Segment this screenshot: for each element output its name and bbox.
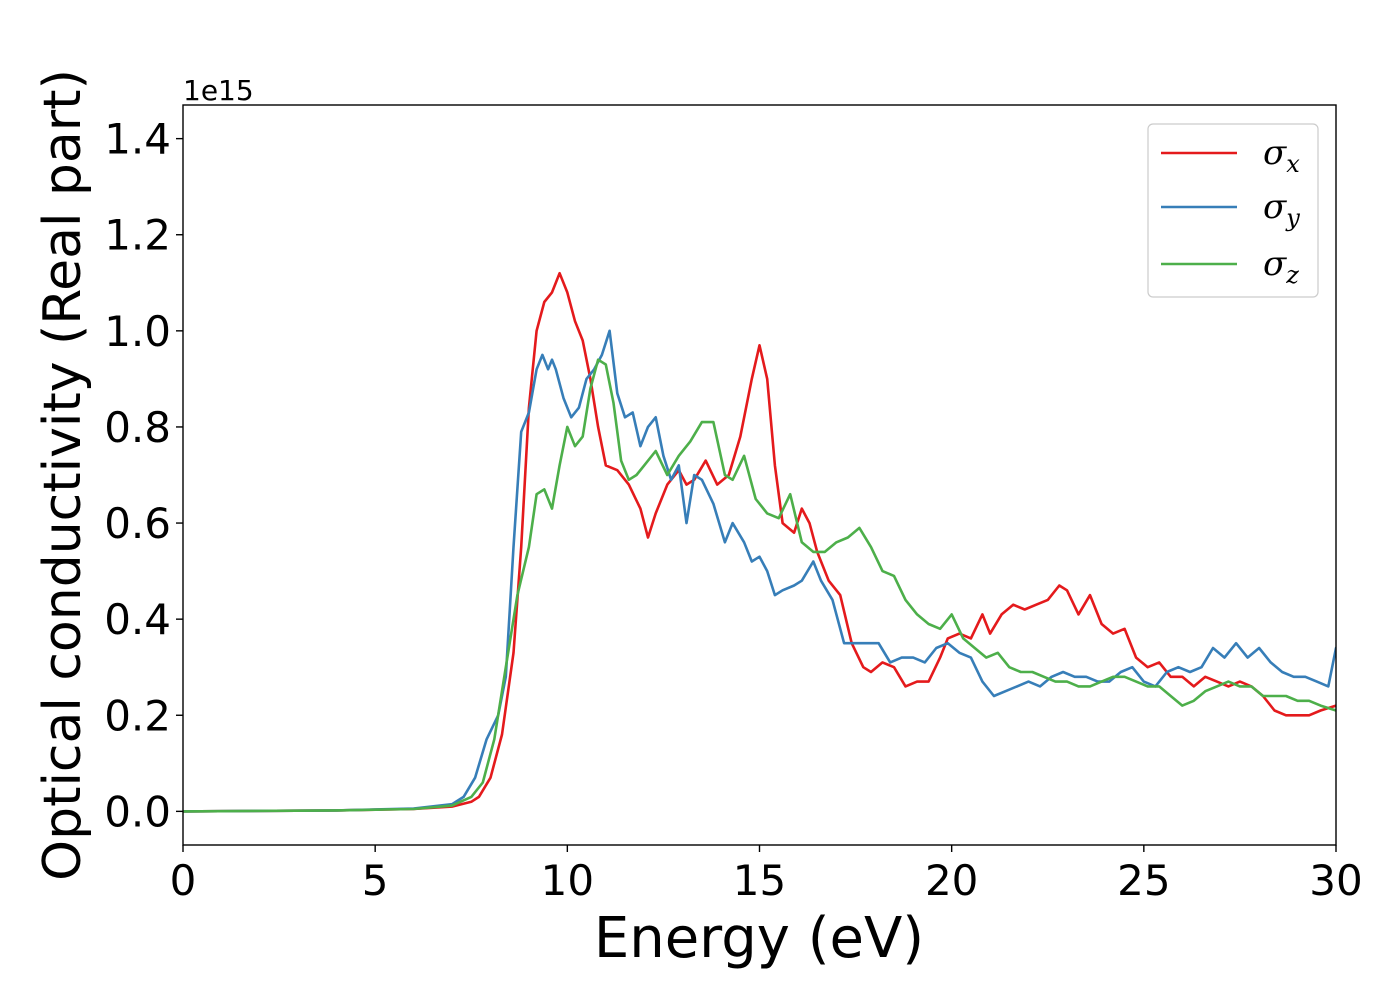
plot-background [183, 105, 1336, 845]
y-tick-label: 0.8 [104, 403, 171, 452]
series-line-z [183, 358, 1336, 813]
legend-box [1147, 123, 1319, 298]
legend-label-z: σz [1263, 244, 1299, 289]
y-tick-label: 1.2 [104, 211, 171, 260]
x-axis-title: Energy (eV) [594, 906, 924, 971]
x-axis-ticks: 0 5 10 15 20 25 30 [170, 845, 1363, 905]
y-tick-label: 0.6 [104, 499, 171, 548]
series-line-y [183, 329, 1336, 813]
series-layer [183, 271, 1336, 813]
x-tick-label: 5 [362, 856, 389, 905]
x-tick-label: 25 [1117, 856, 1170, 905]
legend-label-y: σy [1263, 187, 1300, 232]
legend: σx σy σz [1147, 123, 1319, 298]
legend-label-x: σx [1263, 133, 1300, 178]
y-axis-ticks: 0.0 0.2 0.4 0.6 0.8 1.0 1.2 1.4 [104, 115, 183, 836]
x-tick-label: 10 [541, 856, 594, 905]
x-tick-label: 20 [925, 856, 978, 905]
y-tick-label: 0.2 [104, 691, 171, 740]
y-tick-label: 0.0 [104, 787, 171, 836]
y-offset-label: 1e15 [183, 74, 254, 107]
x-tick-label: 15 [733, 856, 786, 905]
x-tick-label: 0 [170, 856, 197, 905]
series-line-x [183, 271, 1336, 813]
y-tick-label: 1.4 [104, 115, 171, 164]
y-axis-title: Optical conductivity (Real part) [33, 69, 93, 881]
legend-items: σx σy σz [1161, 133, 1300, 289]
x-tick-label: 30 [1309, 856, 1362, 905]
y-tick-label: 1.0 [104, 307, 171, 356]
y-tick-label: 0.4 [104, 595, 171, 644]
